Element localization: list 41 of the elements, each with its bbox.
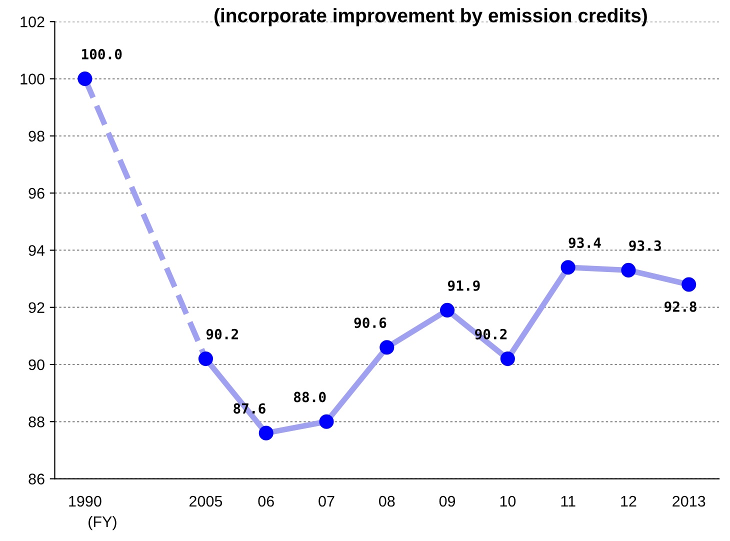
x-axis-title: (FY) bbox=[88, 516, 116, 530]
x-tick-label: 06 bbox=[258, 496, 274, 507]
point bbox=[319, 414, 334, 429]
x-tick-label: 11 bbox=[561, 496, 576, 507]
x-tick-label: 08 bbox=[379, 496, 395, 507]
y-tick-label: 100 bbox=[20, 74, 44, 84]
data-label: 90.2 bbox=[475, 328, 507, 340]
data-label: 90.2 bbox=[206, 328, 238, 340]
point bbox=[621, 262, 636, 278]
x-tick-label: 07 bbox=[318, 496, 334, 507]
y-tick-label: 96 bbox=[28, 188, 44, 199]
x-tick-label: 12 bbox=[621, 496, 636, 507]
x-tick-label: 2013 bbox=[672, 496, 706, 507]
x-tick-label: 2005 bbox=[190, 496, 222, 507]
point bbox=[440, 302, 455, 318]
y-tick-label: 88 bbox=[28, 416, 44, 428]
data-label: 91.9 bbox=[448, 280, 480, 291]
data-label: 100.0 bbox=[82, 48, 122, 60]
data-label: 92.8 bbox=[664, 301, 696, 312]
y-tick-label: 94 bbox=[28, 245, 45, 256]
x-tick-label: 09 bbox=[439, 496, 456, 507]
y-tick-label: 86 bbox=[28, 474, 44, 484]
data-label: 90.6 bbox=[354, 317, 386, 328]
data-label: 88.0 bbox=[294, 392, 326, 402]
y-tick-label: 102 bbox=[20, 16, 44, 28]
point bbox=[682, 277, 696, 292]
point bbox=[258, 426, 274, 440]
data-label: 87.6 bbox=[234, 403, 266, 414]
x-tick-label: 10 bbox=[500, 496, 516, 507]
point bbox=[560, 260, 576, 275]
point bbox=[380, 340, 394, 355]
y-tick-label: 92 bbox=[28, 302, 44, 314]
y-tick-label: 98 bbox=[28, 130, 44, 142]
data-label: 93.4 bbox=[568, 237, 601, 248]
x-tick-label: 1990 bbox=[69, 496, 102, 507]
point bbox=[78, 72, 92, 86]
y-tick-label: 90 bbox=[28, 359, 44, 370]
data-label: 93.3 bbox=[629, 240, 661, 251]
point bbox=[198, 352, 214, 366]
chart-title: (incorporate improvement by emission credits) bbox=[214, 8, 647, 26]
point bbox=[500, 352, 515, 366]
